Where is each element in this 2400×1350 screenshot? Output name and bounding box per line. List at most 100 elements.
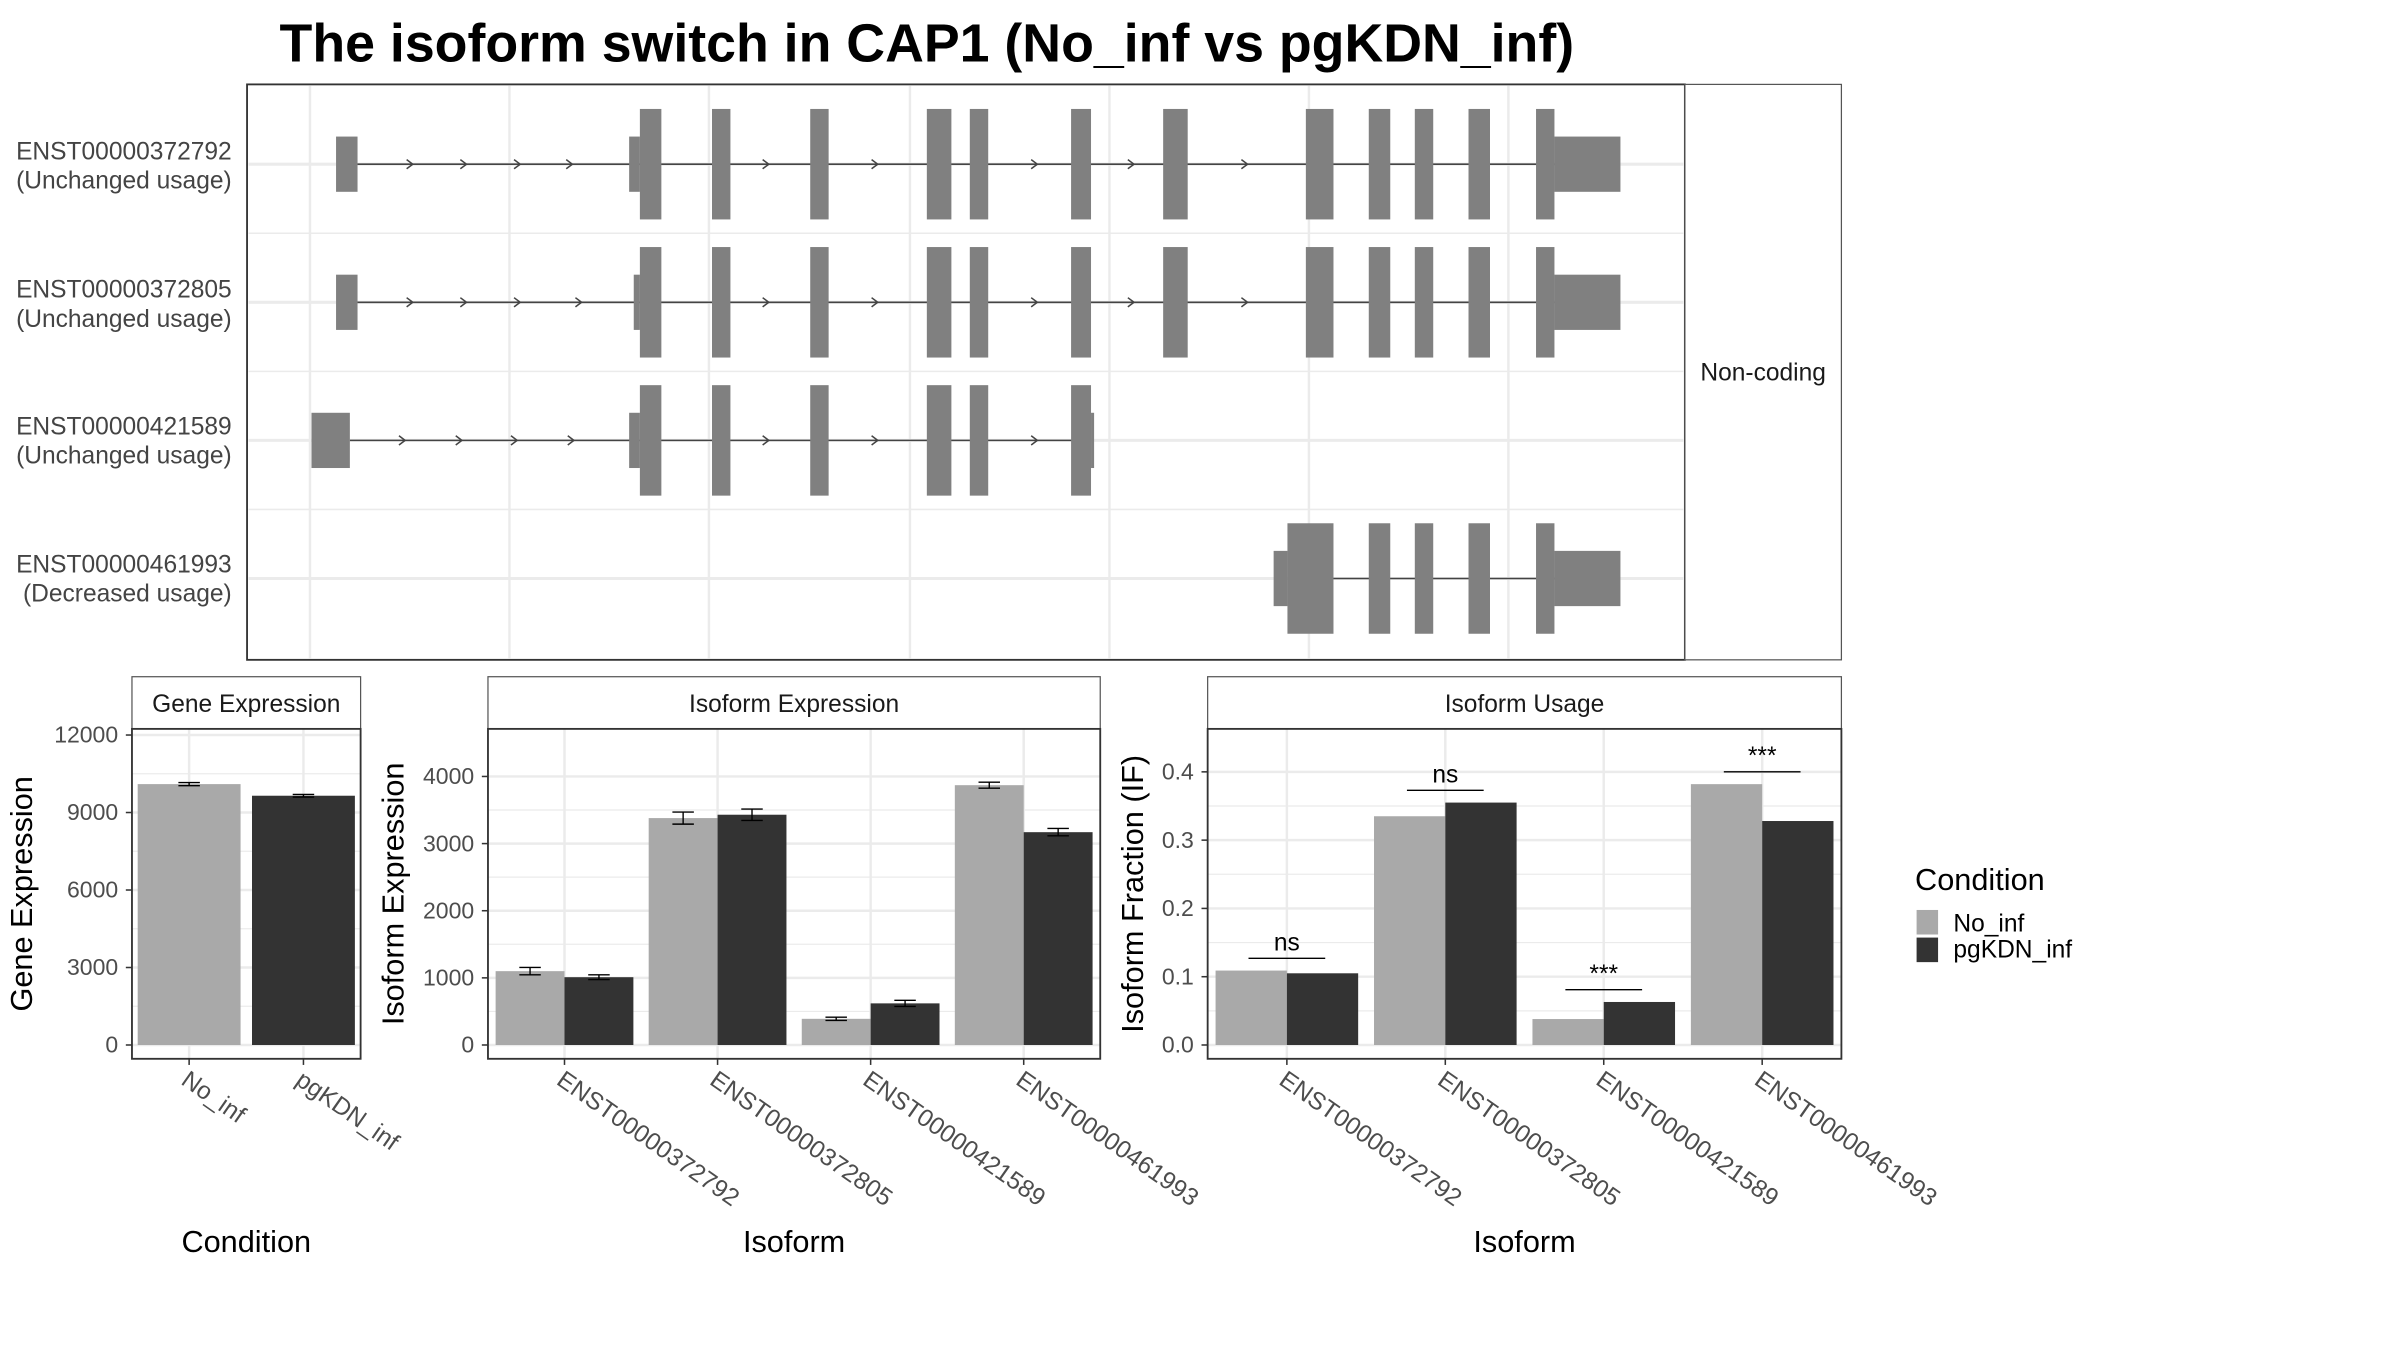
structure-strip-label: Non-coding [1700, 360, 1826, 387]
error-bar [292, 793, 315, 798]
exon [712, 108, 731, 220]
significance-label: ns [1432, 762, 1458, 789]
intron-arrow [406, 158, 415, 170]
intron-arrow [459, 297, 468, 308]
exon [1536, 247, 1555, 358]
intron-arrow [398, 435, 407, 446]
intron-arrow [459, 158, 468, 170]
legend-label-no-inf: No_inf [1953, 910, 2024, 937]
exon [926, 385, 952, 496]
intron-arrow [510, 435, 519, 446]
legend-title: Condition [1915, 862, 2045, 897]
utr-exon [1554, 274, 1621, 330]
exon [969, 385, 989, 496]
exon [712, 385, 731, 496]
transcript-usage-label: (Unchanged usage) [16, 168, 232, 195]
bar-No_inf [954, 785, 1024, 1045]
bar-pgKDN_inf [564, 977, 634, 1045]
isoform-expression-strip [487, 676, 1101, 730]
gene-expression-strip-label: Gene Expression [152, 691, 340, 718]
transcript-id-label: ENST00000461993 [16, 551, 232, 578]
bar-pgKDN_inf [1286, 973, 1359, 1045]
isoform-expression-strip-label: Isoform Expression [689, 691, 899, 718]
intron-arrow [455, 435, 464, 446]
transcript-labels: ENST00000372792 (Unchanged usage) ENST00… [16, 139, 232, 608]
exon [1071, 247, 1092, 358]
intron-arrow [406, 297, 415, 308]
transcript-usage-label: (Unchanged usage) [16, 306, 232, 333]
intron-arrow [1030, 158, 1039, 170]
utr-exon [1091, 412, 1095, 469]
y-tick-label: 9000 [67, 799, 118, 825]
exon [1468, 108, 1490, 220]
exon [1287, 523, 1334, 634]
bar-No_inf [1532, 1019, 1604, 1045]
exon [639, 108, 662, 220]
y-tick-label: 0 [461, 1032, 474, 1058]
intron-arrow [567, 435, 576, 446]
intron-arrow [871, 158, 880, 170]
legend: Condition No_inf pgKDN_inf [1915, 862, 2072, 964]
utr-exon [629, 136, 640, 192]
exon [1414, 108, 1434, 220]
intron-arrow [513, 297, 522, 308]
bar-pgKDN_inf [717, 814, 787, 1045]
structure-transcripts [311, 108, 1621, 634]
exon [712, 247, 731, 358]
y-tick-label: 0.0 [1162, 1032, 1194, 1058]
utr-exon [633, 274, 640, 330]
isoform-usage-strip [1207, 676, 1843, 730]
exon [1468, 247, 1490, 358]
x-axis-title: Condition [181, 1224, 311, 1259]
x-tick-label: No_inf [176, 1066, 250, 1129]
isoform-expression-panel: Isoform Expression01000200030004000ENST0… [376, 676, 1203, 1259]
error-bar [1047, 827, 1069, 837]
exon [810, 385, 829, 496]
exon [1368, 523, 1391, 634]
intron-arrow [1127, 297, 1136, 308]
y-tick-label: 12000 [54, 722, 118, 748]
significance-label: ns [1274, 930, 1300, 957]
bar-No_inf [495, 971, 565, 1045]
error-bar [519, 966, 541, 976]
y-tick-label: 0 [105, 1032, 118, 1058]
significance-label: *** [1748, 743, 1777, 770]
structure-grid [248, 85, 1684, 659]
intron-arrow [513, 158, 522, 170]
x-tick-label: pgKDN_inf [291, 1066, 404, 1156]
y-axis-title: Isoform Fraction (IF) [1115, 755, 1150, 1033]
exon [810, 247, 829, 358]
exon [1414, 523, 1434, 634]
utr-exon [336, 136, 358, 192]
transcript-structure-panel: Non-coding ENST00000372792 (Unchanged us… [16, 83, 1843, 661]
legend-label-pgkdn-inf: pgKDN_inf [1953, 937, 2072, 964]
isoform-expression-border [487, 727, 1102, 1060]
transcript-usage-label: (Decreased usage) [23, 581, 232, 608]
exon [969, 247, 989, 358]
bar-pgKDN_inf [252, 795, 355, 1045]
bar-pgKDN_inf [1762, 821, 1834, 1045]
legend-swatch-pgkdn-inf [1916, 937, 1939, 963]
significance-label: *** [1589, 961, 1618, 988]
y-tick-label: 0.3 [1162, 827, 1194, 853]
intron-arrow [762, 158, 771, 170]
exon [969, 108, 989, 220]
exon [1071, 385, 1092, 496]
utr-exon [1273, 550, 1288, 607]
intron-arrow [871, 435, 880, 446]
intron-arrow [1030, 297, 1039, 308]
intron-arrow [574, 297, 583, 308]
exon [926, 247, 952, 358]
intron-arrow [565, 158, 574, 170]
y-axis-title: Gene Expression [4, 776, 39, 1011]
y-tick-label: 2000 [423, 897, 474, 923]
bar-No_inf [137, 784, 241, 1045]
exon [639, 385, 662, 496]
error-bar [894, 999, 916, 1008]
bar-pgKDN_inf [1023, 832, 1093, 1045]
transcript-id-label: ENST00000372805 [16, 277, 232, 304]
exon [1536, 108, 1555, 220]
bar-pgKDN_inf [1445, 802, 1517, 1045]
bar-pgKDN_inf [870, 1003, 940, 1045]
